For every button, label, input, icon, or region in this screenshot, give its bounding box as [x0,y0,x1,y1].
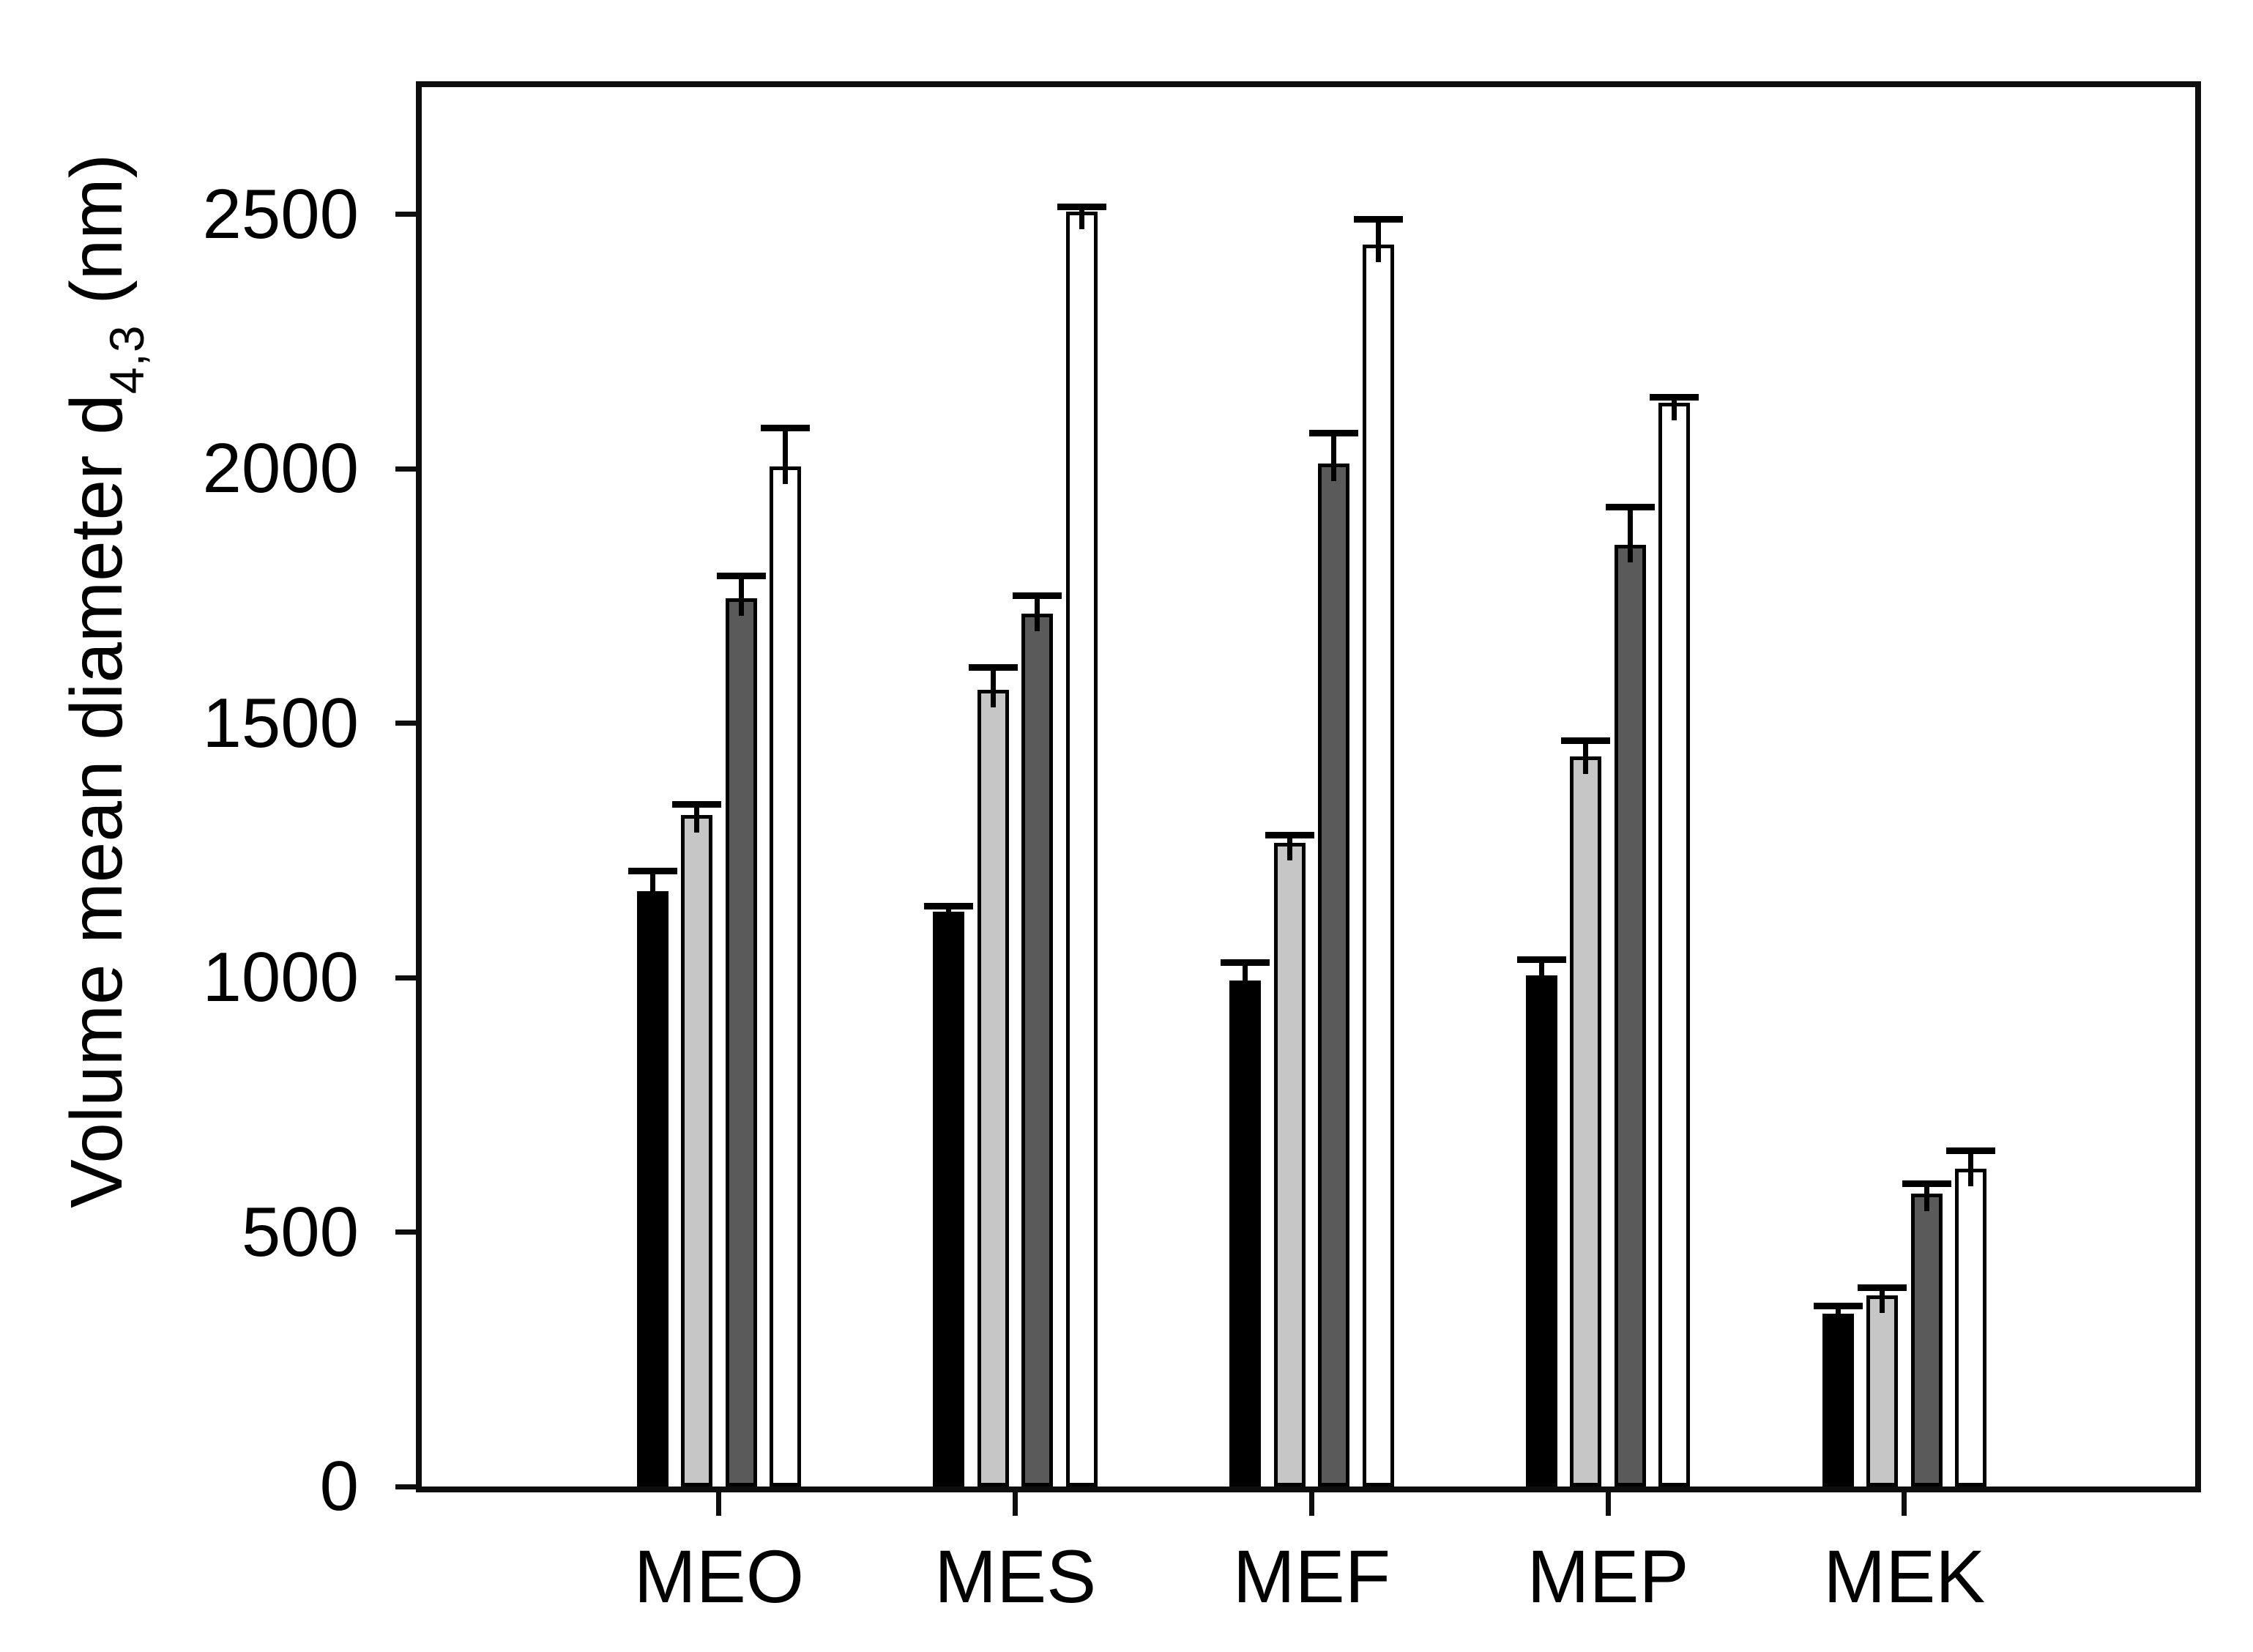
bar-MEP-black [1525,975,1557,1487]
y-tick-0 [395,1484,417,1489]
x-tick-label-MEO: MEO [633,1535,805,1618]
bar-MES-dark-gray [1021,614,1054,1487]
x-tick-MEF [1308,1492,1314,1516]
error-cap-MEO-dark-gray [716,572,766,579]
bar-MES-white [1065,212,1098,1487]
error-cap-MEP-light-gray [1561,737,1611,745]
x-tick-MEK [1902,1492,1907,1516]
error-cap-MES-white [1057,203,1106,210]
error-cap-MEO-light-gray [672,801,722,808]
error-cap-MEF-light-gray [1265,832,1314,839]
bar-MEF-light-gray [1273,842,1306,1487]
error-bar-MEK-light-gray [1880,1287,1885,1314]
bar-MEK-black [1822,1313,1854,1487]
y-tick-label-0: 0 [319,1447,359,1525]
bar-MES-light-gray [977,690,1009,1487]
bar-MEP-dark-gray [1614,545,1646,1487]
y-tick-label-1000: 1000 [202,938,359,1017]
x-tick-MES [1013,1492,1018,1516]
error-bar-MEF-black [1243,962,1248,998]
error-bar-MEK-white [1968,1150,1974,1186]
error-cap-MEF-white [1353,216,1403,223]
error-bar-MES-light-gray [990,667,996,708]
error-cap-MEF-dark-gray [1309,430,1359,437]
x-tick-label-MES: MES [934,1535,1097,1618]
y-tick-label-500: 500 [241,1192,359,1271]
y-tick-1500 [395,721,417,726]
error-cap-MEP-dark-gray [1605,503,1655,510]
bar-MEO-white [770,466,802,1487]
bar-MES-black [933,911,965,1487]
x-tick-MEP [1605,1492,1611,1516]
error-cap-MEO-white [761,425,811,432]
bar-MEO-dark-gray [725,598,757,1487]
bar-MEP-white [1658,402,1691,1487]
bar-MEF-white [1362,245,1394,1487]
error-cap-MEK-black [1813,1302,1863,1309]
bar-MEO-light-gray [681,814,713,1487]
error-bar-MEO-dark-gray [738,576,744,617]
y-tick-2500 [395,212,417,217]
y-axis-title-subscript: 4,3 [100,324,154,395]
error-cap-MEP-white [1650,394,1699,401]
bar-MEK-light-gray [1866,1295,1899,1487]
error-bar-MEP-light-gray [1583,740,1589,774]
error-cap-MES-dark-gray [1013,592,1062,600]
y-tick-label-2000: 2000 [202,429,359,508]
y-tick-label-1500: 1500 [202,683,359,762]
error-bar-MEP-black [1538,959,1544,993]
bar-MEO-black [636,890,669,1487]
error-cap-MES-light-gray [968,663,1018,671]
x-tick-MEO [716,1492,722,1516]
error-bar-MES-black [946,906,952,929]
error-cap-MEK-white [1946,1147,1996,1154]
bar-MEK-dark-gray [1910,1194,1943,1487]
error-bar-MEP-white [1672,397,1677,420]
error-cap-MEK-light-gray [1858,1284,1907,1292]
bar-MEF-black [1229,980,1262,1487]
y-axis-title: Volume mean diameter d4,3 (nm) [55,154,154,1208]
error-bar-MEF-light-gray [1286,835,1292,860]
y-axis-title-prefix: Volume mean diameter d [56,394,138,1208]
error-bar-MEO-black [649,871,655,909]
plot-frame [416,81,2201,1492]
bar-MEF-dark-gray [1318,464,1350,1487]
error-bar-MEK-dark-gray [1924,1183,1929,1212]
error-bar-MEK-black [1835,1306,1841,1331]
error-cap-MEO-black [628,867,677,874]
y-tick-1000 [395,975,417,981]
error-cap-MEF-black [1221,959,1270,966]
error-bar-MES-dark-gray [1035,595,1040,632]
y-tick-500 [395,1229,417,1235]
x-tick-label-MEP: MEP [1527,1535,1689,1618]
y-tick-label-2500: 2500 [202,174,359,253]
error-bar-MEO-light-gray [694,804,700,833]
x-tick-label-MEF: MEF [1232,1535,1391,1618]
error-bar-MEF-white [1375,219,1381,263]
error-cap-MEP-black [1516,956,1566,964]
error-bar-MES-white [1079,206,1084,230]
bar-MEP-light-gray [1570,756,1602,1487]
error-bar-MEP-dark-gray [1627,507,1633,563]
y-tick-2000 [395,466,417,472]
bar-MEK-white [1955,1168,1987,1487]
error-bar-MEF-dark-gray [1331,433,1337,482]
error-cap-MES-black [924,903,974,910]
x-tick-label-MEK: MEK [1823,1535,1986,1618]
error-cap-MEK-dark-gray [1902,1180,1951,1188]
error-bar-MEO-white [783,428,789,484]
